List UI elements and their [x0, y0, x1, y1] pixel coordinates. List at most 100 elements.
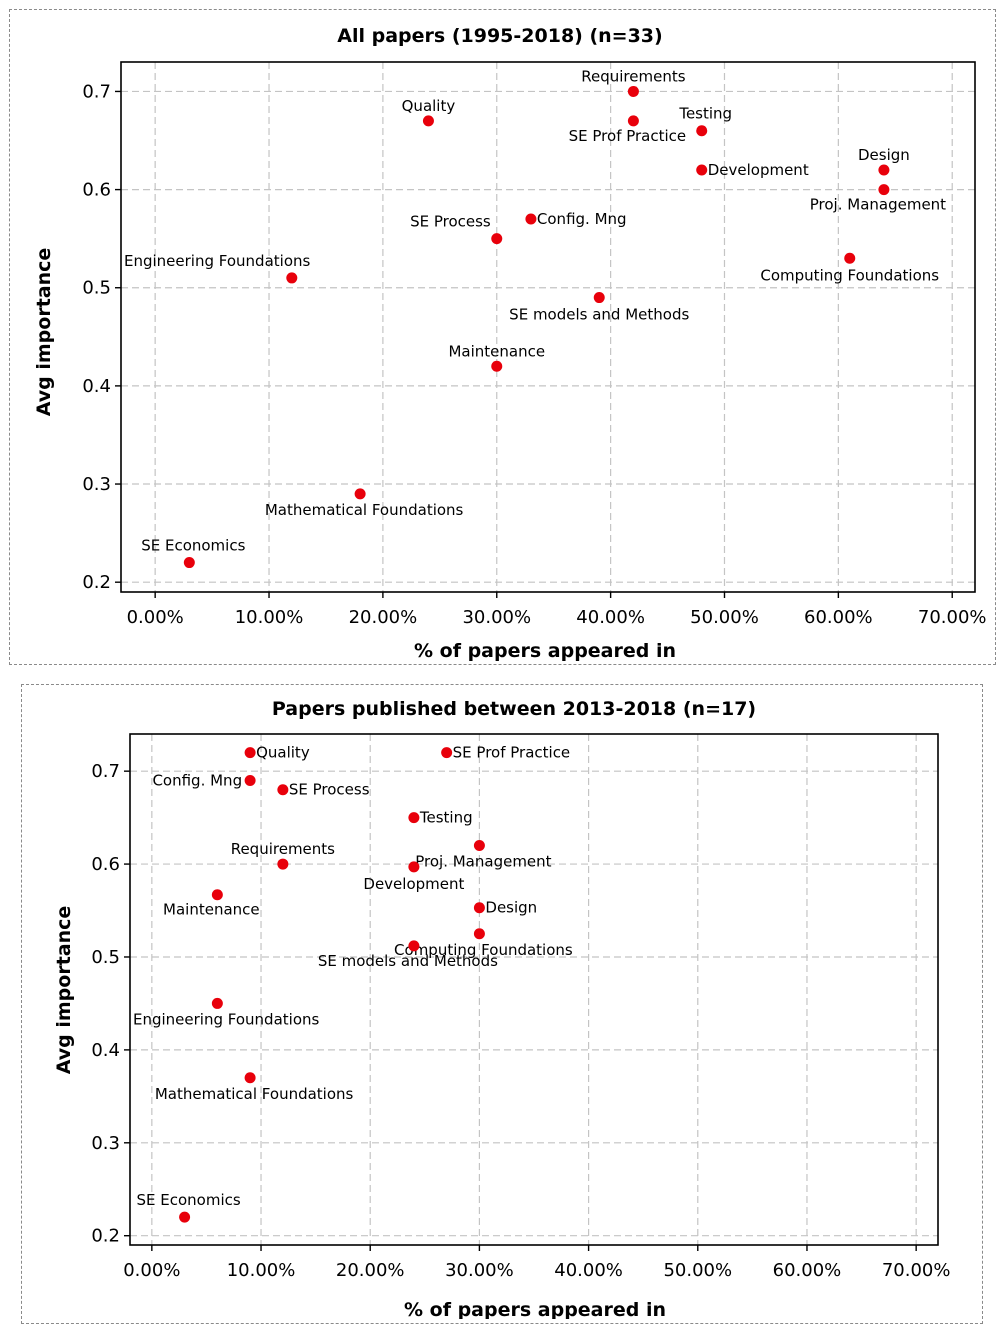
chart-2-x-tick-label: 70.00%: [882, 1260, 951, 1281]
chart-1-point-label: Proj. Management: [810, 196, 946, 214]
chart-2-point: [211, 889, 223, 901]
chart-1-point-label: SE Economics: [141, 537, 245, 555]
chart-1-point-label: SE Process: [410, 213, 491, 231]
chart-2-point: [408, 861, 420, 873]
chart-1-y-tick-label: 0.6: [82, 180, 111, 201]
chart-1-point: [696, 164, 708, 176]
chart-1-point-label: Config. Mng: [537, 210, 627, 228]
chart-2-point: [277, 784, 289, 796]
chart-1-point: [627, 85, 639, 97]
chart-2-point-label: SE Prof Practice: [453, 744, 571, 762]
chart-1-point-label: Development: [708, 161, 809, 179]
chart-2-y-tick-label: 0.4: [91, 1040, 120, 1061]
chart-2-x-tick-label: 20.00%: [336, 1260, 405, 1281]
chart-2-point: [244, 1072, 256, 1084]
chart-2-point: [473, 928, 485, 940]
chart-1-x-tick-label: 50.00%: [690, 607, 759, 628]
chart-1-point: [286, 272, 298, 284]
chart-2-point: [408, 940, 420, 952]
chart-2-y-tick-label: 0.7: [91, 761, 120, 782]
chart-1-point-label: SE Prof Practice: [569, 127, 687, 145]
chart-2-point-label: SE Economics: [136, 1191, 240, 1209]
chart-1-x-tick-label: 40.00%: [576, 607, 645, 628]
chart-1-point: [525, 213, 537, 225]
chart-2-point-label: Testing: [419, 809, 473, 827]
chart-1-x-tick-label: 70.00%: [918, 607, 987, 628]
chart-2-point-label: SE Process: [289, 781, 370, 799]
chart-2-point: [277, 858, 289, 870]
chart-2-point: [211, 997, 223, 1009]
chart-2-x-tick-label: 0.00%: [123, 1260, 180, 1281]
chart-2-y-tick-label: 0.3: [91, 1133, 120, 1154]
chart-2-point-label: Maintenance: [163, 901, 260, 919]
chart-2-point-label: SE models and Methods: [318, 952, 498, 970]
chart-1-point: [354, 488, 366, 500]
chart-2-y-tick-label: 0.2: [91, 1226, 120, 1247]
chart-2-point: [473, 839, 485, 851]
chart-2-point-label: Development: [363, 875, 464, 893]
chart-1-point-label: Mathematical Foundations: [265, 501, 464, 519]
chart-2-title: Papers published between 2013-2018 (n=17…: [272, 698, 756, 720]
chart-2-point-label: Config. Mng: [152, 771, 242, 789]
chart-1-point-label: Design: [858, 146, 910, 164]
chart-1-plot-area: 0.00% 10.00% 20.00% 30.00% 40.00% 50.00% 60.00…: [82, 61, 987, 628]
chart-2-x-axis-label: % of papers appeared in: [404, 1299, 666, 1319]
chart-1-y-tick-label: 0.4: [82, 376, 111, 397]
chart-2-point: [408, 812, 420, 824]
chart-1-point: [878, 164, 890, 176]
chart-1-point: [491, 233, 503, 245]
chart-1-point-label: Maintenance: [448, 342, 545, 360]
chart-2-y-tick-label: 0.6: [91, 854, 120, 875]
chart-1-y-tick-label: 0.5: [82, 278, 111, 299]
chart-1-point: [491, 360, 503, 372]
chart-2-plot-frame: [129, 733, 939, 1246]
chart-1-point-label: Engineering Foundations: [124, 252, 310, 270]
chart-1-point: [878, 184, 890, 196]
chart-1-point-label: Testing: [678, 105, 732, 123]
chart-2-plot-area: 0.00% 10.00% 20.00% 30.00% 40.00% 50.00% 60.00…: [91, 733, 951, 1281]
chart-1-point-label: Requirements: [581, 67, 685, 85]
chart-2-x-tick-label: 30.00%: [445, 1260, 514, 1281]
chart-1-x-tick-label: 60.00%: [804, 607, 873, 628]
chart-2-y-axis-label: Avg importance: [53, 906, 75, 1075]
chart-1-y-tick-label: 0.7: [82, 81, 111, 102]
chart-1-point-label: SE models and Methods: [509, 306, 689, 324]
chart-1-y-tick-label: 0.3: [82, 474, 111, 495]
chart-1-point: [593, 292, 605, 304]
chart-1-plot-frame: [120, 61, 976, 593]
chart-1-point: [422, 115, 434, 127]
chart-2-point-label: Proj. Management: [415, 852, 551, 870]
chart-2-point: [179, 1211, 191, 1223]
chart-1-x-tick-label: 30.00%: [462, 607, 531, 628]
chart-1-x-tick-label: 20.00%: [349, 607, 418, 628]
chart-2-point-label: Computing Foundations: [394, 941, 573, 959]
chart-2-point-label: Design: [485, 899, 537, 917]
chart-2-point-label: Engineering Foundations: [133, 1010, 319, 1028]
chart-1-point: [183, 557, 195, 569]
chart-1-x-axis-label: % of papers appeared in: [414, 640, 676, 662]
chart-1-point-label: Computing Foundations: [760, 266, 939, 284]
chart-2-x-tick-label: 40.00%: [554, 1260, 623, 1281]
chart-2-x-tick-label: 60.00%: [773, 1260, 842, 1281]
chart-2-point: [473, 902, 485, 914]
chart-2-point-label: Requirements: [231, 840, 335, 858]
chart-1-title: All papers (1995-2018) (n=33): [337, 25, 662, 47]
chart-2-x-tick-label: 10.00%: [227, 1260, 296, 1281]
chart-1-point: [696, 125, 708, 137]
chart-1-y-tick-label: 0.2: [82, 572, 111, 593]
chart-1-x-tick-label: 0.00%: [127, 607, 184, 628]
chart-2-point: [244, 774, 256, 786]
chart-1-point: [627, 115, 639, 127]
chart-panel-all-papers: [9, 9, 996, 665]
chart-2-point: [441, 747, 453, 759]
chart-1-point: [844, 252, 856, 264]
chart-2-point-label: Quality: [256, 744, 310, 762]
chart-2-point: [244, 747, 256, 759]
chart-1-y-axis-label: Avg importance: [33, 248, 55, 417]
chart-2-y-tick-label: 0.5: [91, 947, 120, 968]
chart-2-x-tick-label: 50.00%: [663, 1260, 732, 1281]
chart-2-point-label: Mathematical Foundations: [155, 1085, 354, 1103]
chart-1-x-tick-label: 10.00%: [235, 607, 304, 628]
chart-1-point-label: Quality: [402, 97, 456, 115]
